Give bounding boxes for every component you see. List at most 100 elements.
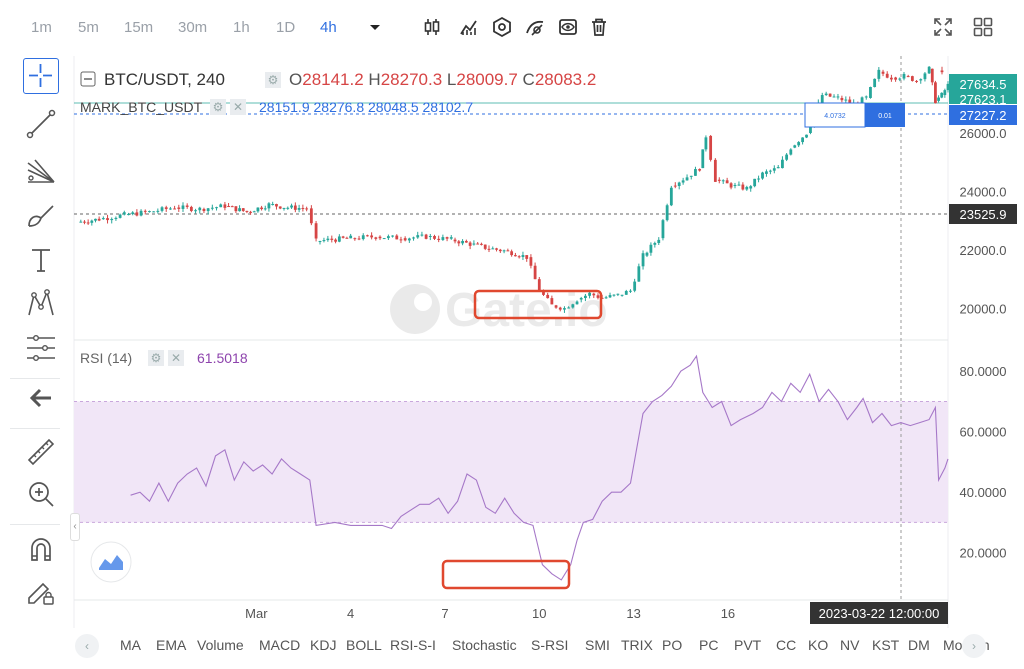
fib-tool-icon[interactable]: [23, 154, 59, 190]
indicator-ko[interactable]: KO: [808, 637, 829, 653]
eye-icon[interactable]: [557, 16, 579, 38]
timeframe-5m[interactable]: 5m: [78, 19, 99, 36]
layout-grid-icon[interactable]: [972, 16, 994, 38]
indicator-kdj[interactable]: KDJ: [310, 637, 337, 653]
indicator-stochastic[interactable]: Stochastic: [452, 637, 517, 653]
back-arrow-icon[interactable]: [23, 380, 59, 416]
indicators-icon[interactable]: [458, 16, 480, 38]
timeframe-4h[interactable]: 4h: [320, 19, 337, 36]
order-qty: 4.0732: [824, 113, 846, 120]
indicator-macd[interactable]: MACD: [259, 637, 301, 653]
time-ticks: Mar 4 7 10 13 16 19: [245, 606, 829, 621]
time-tag-crosshair: 2023-03-22 12:00:00: [810, 602, 948, 624]
indicator-nv[interactable]: NV: [840, 637, 860, 653]
candle-body: [681, 180, 685, 183]
rsi-remove-icon[interactable]: ✕: [168, 349, 184, 366]
timeframe-15m[interactable]: 15m: [124, 19, 154, 36]
collapse-icon[interactable]: [80, 71, 96, 87]
draw-hide-icon[interactable]: [524, 16, 546, 38]
indicator-kst[interactable]: KST: [872, 637, 900, 653]
rsi-ticks: 20.0000 40.0000 60.0000 80.0000: [960, 364, 1007, 560]
mark-remove-icon[interactable]: ✕: [230, 98, 246, 115]
candle-body: [441, 237, 445, 240]
rsi-settings-icon[interactable]: ⚙: [148, 349, 164, 366]
zoom-in-icon[interactable]: [23, 476, 59, 512]
indicator-boll[interactable]: BOLL: [346, 637, 382, 653]
candle-body: [118, 214, 122, 218]
indicator-ma[interactable]: MA: [120, 637, 141, 653]
indicator-rsi-s-i[interactable]: RSI-S-I: [390, 637, 436, 653]
indicator-scroll-left[interactable]: ‹: [75, 634, 99, 658]
indicator-pc[interactable]: PC: [699, 637, 719, 653]
candle-body: [673, 185, 677, 187]
candle-body: [729, 183, 733, 188]
candle-body: [483, 244, 487, 249]
candle-body: [828, 93, 832, 97]
candle-body: [575, 301, 579, 305]
indicator-s-rsi[interactable]: S-RSI: [531, 637, 569, 653]
indicator-trix[interactable]: TRIX: [621, 637, 653, 653]
legend-settings-icon[interactable]: ⚙: [265, 72, 281, 88]
svg-text:27227.2: 27227.2: [960, 108, 1007, 123]
indicator-ema[interactable]: EMA: [156, 637, 187, 653]
candle-body: [424, 234, 428, 239]
candle-body: [757, 178, 760, 180]
candle-body: [713, 159, 717, 182]
rsi-legend-controls: ⚙ ✕: [146, 349, 186, 367]
candle-body: [412, 237, 415, 239]
candle-body: [464, 240, 468, 243]
candle-body: [260, 207, 263, 210]
caret-down-icon[interactable]: [364, 16, 386, 38]
candle-body: [345, 237, 349, 239]
candle-body: [898, 78, 902, 80]
symbol-label: BTC/USDT, 240: [104, 70, 225, 89]
text-tool-icon[interactable]: [23, 242, 59, 278]
indicator-pvt[interactable]: PVT: [734, 637, 762, 653]
timeframe-1m[interactable]: 1m: [31, 19, 52, 36]
candle-body: [797, 142, 801, 146]
measure-lines-icon[interactable]: [23, 330, 59, 366]
trendline-icon[interactable]: [23, 106, 59, 142]
candle-body: [156, 210, 160, 212]
candle-body: [657, 239, 661, 243]
time-tick-label: Mar: [245, 606, 268, 621]
indicator-cc[interactable]: CC: [776, 637, 797, 653]
settings-hexagon-icon[interactable]: [491, 16, 513, 38]
candle-body: [378, 236, 382, 239]
candle-body: [290, 205, 293, 208]
candle-body: [616, 293, 620, 295]
ruler-icon[interactable]: [23, 434, 59, 470]
brush-icon[interactable]: [23, 198, 59, 234]
mark-settings-icon[interactable]: ⚙: [210, 98, 226, 115]
candlestick-icon[interactable]: [421, 16, 443, 38]
pattern-tool-icon[interactable]: [23, 286, 59, 322]
candle-body: [341, 236, 345, 238]
indicator-smi[interactable]: SMI: [585, 637, 610, 653]
candle-body: [873, 78, 877, 88]
price-tag-mark: 27623.1: [949, 92, 1017, 107]
mark-label: MARK_BTC_USDT: [80, 99, 203, 115]
candle-body: [812, 113, 816, 126]
indicator-scroll-right[interactable]: ›: [962, 634, 986, 658]
crosshair-tool[interactable]: [23, 58, 59, 94]
fullscreen-icon[interactable]: [932, 16, 954, 38]
candle-body: [885, 73, 889, 78]
price-tick-label: 26000.0: [960, 126, 1007, 141]
candle-body: [131, 212, 135, 215]
candle-body: [457, 241, 461, 244]
lock-pencil-icon[interactable]: [23, 574, 59, 610]
candle-body: [669, 187, 673, 206]
indicator-po[interactable]: PO: [662, 637, 683, 653]
timeframe-1h[interactable]: 1h: [233, 19, 250, 36]
timeframe-30m[interactable]: 30m: [178, 19, 208, 36]
collapse-handle[interactable]: ‹: [70, 513, 80, 541]
candle-body: [809, 125, 812, 134]
trash-icon[interactable]: [588, 16, 610, 38]
candle-body: [498, 249, 502, 252]
chart-style-icon[interactable]: [90, 541, 132, 583]
magnet-icon[interactable]: [23, 532, 59, 568]
indicator-dm[interactable]: DM: [908, 637, 930, 653]
candle-body: [399, 239, 403, 241]
timeframe-1d[interactable]: 1D: [276, 19, 296, 36]
indicator-volume[interactable]: Volume: [197, 637, 244, 653]
